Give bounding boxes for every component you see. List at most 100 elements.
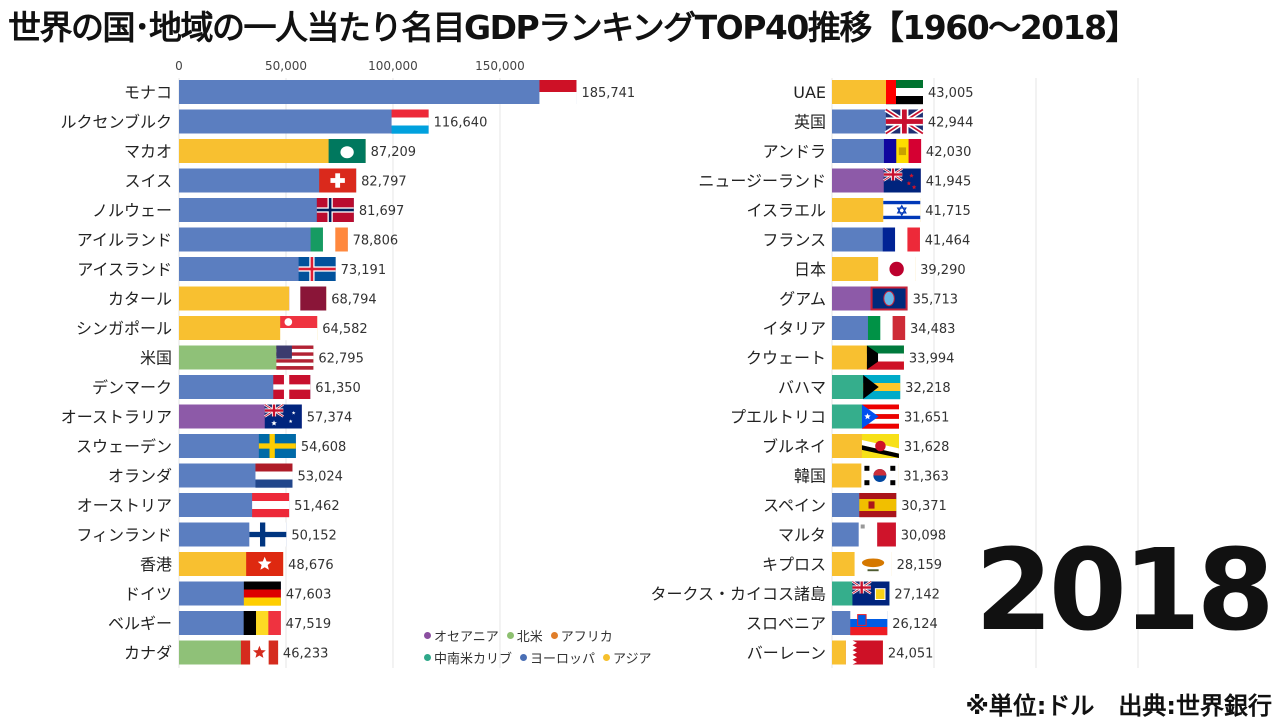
flag-newzealand — [883, 167, 921, 193]
flag-macau — [328, 139, 366, 163]
legend: オセアニア 北米 アフリカ 中南米カリブ ヨーロッパ アジア — [424, 624, 654, 668]
year-label: 2018 — [975, 526, 1275, 656]
bar-row-right-2: アンドラ 42,030 — [763, 139, 971, 163]
left-tick-labels: 0 50,000 100,000 150,000 — [175, 59, 525, 73]
legend-swatch-asia — [603, 653, 611, 661]
value-label: 116,640 — [434, 116, 488, 131]
flag-kuwait — [866, 345, 904, 370]
bar-label: タークス・カイコス諸島 — [650, 585, 826, 604]
bar-row-left-12: スウェーデン 54,608 — [76, 434, 346, 458]
bar — [179, 109, 429, 134]
bar-row-left-15: フィンランド 50,152 — [76, 522, 337, 547]
bar-row-right-17: タークス・カイコス諸島 27,142 — [650, 580, 940, 606]
bar-label: ベルギー — [108, 614, 172, 633]
bar-row-right-15: マルタ 30,098 — [778, 522, 946, 547]
value-label: 43,005 — [928, 86, 974, 101]
value-label: 39,290 — [920, 263, 966, 278]
value-label: 64,582 — [322, 322, 368, 337]
bar-row-left-19: カナダ 46,233 — [124, 640, 329, 665]
legend-swatch-oceania — [424, 631, 431, 639]
legend-label: アジア — [613, 651, 652, 667]
bar-row-left-11: オーストラリア 57,374 — [61, 403, 352, 429]
bar-row-right-7: グアム 35,713 — [779, 286, 958, 311]
flag-iceland — [298, 257, 336, 281]
bar-label: モナコ — [124, 83, 172, 102]
flag-guam — [870, 286, 908, 311]
legend-swatch-north-america — [506, 631, 514, 639]
bar-label: キプロス — [762, 555, 826, 574]
bar-row-right-11: プエルトリコ 31,651 — [730, 404, 949, 429]
bar-label: マカオ — [124, 142, 172, 161]
bar-row-left-9: 米国 62,795 — [140, 345, 364, 370]
bar-label: デンマーク — [92, 378, 172, 397]
bar-label: オーストリア — [77, 496, 172, 515]
bar-row-right-8: イタリア 34,483 — [763, 316, 955, 340]
flag-spain — [859, 493, 897, 518]
bar-label: 米国 — [140, 349, 172, 368]
flag-singapore — [280, 316, 318, 341]
value-label: 73,191 — [341, 263, 387, 278]
bar-row-right-9: クウェート 33,994 — [746, 345, 955, 370]
bar-label: アイルランド — [77, 231, 172, 250]
flag-austria — [252, 493, 290, 518]
value-label: 32,218 — [905, 381, 951, 396]
left-bars: モナコ 185,741 ルクセンブルク 116,640 マカオ 87,209 スイス 82,7… — [60, 80, 635, 665]
bar-label: UAE — [793, 83, 826, 102]
legend-item-asia: アジア — [603, 648, 652, 667]
chart-title: 世界の国･地域の一人当たり名目GDPランキングTOP40推移【1960～2018… — [8, 8, 1139, 47]
flag-italy — [867, 316, 906, 340]
bar-label: ノルウェー — [92, 201, 172, 220]
legend-label: アフリカ — [560, 629, 613, 645]
value-label: 46,233 — [283, 647, 329, 662]
value-label: 41,945 — [926, 175, 972, 190]
bar-row-right-0: UAE 43,005 — [793, 80, 974, 105]
bar-label: ブルネイ — [762, 437, 826, 456]
flag-norway — [316, 198, 354, 222]
bar-row-left-18: ベルギー 47,519 — [108, 611, 331, 635]
bar-row-right-12: ブルネイ 31,628 — [762, 434, 949, 458]
flag-denmark — [273, 375, 311, 399]
bar-row-left-1: ルクセンブルク 116,640 — [60, 109, 488, 134]
value-label: 31,363 — [903, 470, 949, 485]
bar-row-right-16: キプロス 28,159 — [762, 552, 942, 576]
bar-label: スロベニア — [746, 614, 826, 633]
bar-row-left-17: ドイツ 47,603 — [124, 581, 331, 606]
bar-row-right-19: バーレーン 24,051 — [747, 640, 933, 665]
bar-row-left-10: デンマーク 61,350 — [92, 375, 361, 399]
bar-row-right-1: 英国 42,944 — [794, 107, 973, 136]
bar-row-right-14: スペイン 30,371 — [763, 493, 947, 518]
bar-label: ニュージーランド — [698, 172, 826, 191]
bar-label: シンガポール — [76, 319, 172, 338]
value-label: 81,697 — [359, 204, 405, 219]
legend-item-africa: アフリカ — [550, 626, 613, 645]
flag-germany — [243, 581, 281, 606]
value-label: 47,519 — [286, 617, 332, 632]
bar-label: プエルトリコ — [730, 408, 826, 427]
flag-hongkong — [246, 552, 284, 576]
flag-belgium — [243, 611, 281, 635]
bar-row-right-6: 日本 39,290 — [794, 257, 966, 281]
flag-bahamas — [863, 375, 901, 400]
flag-qatar — [289, 286, 327, 311]
value-label: 48,676 — [288, 558, 334, 573]
flag-netherlands — [255, 463, 293, 488]
value-label: 33,994 — [909, 352, 955, 367]
value-label: 185,741 — [581, 86, 635, 101]
bar-row-left-0: モナコ 185,741 — [124, 80, 635, 105]
bar-row-right-5: フランス 41,464 — [762, 227, 970, 252]
value-label: 30,371 — [901, 499, 947, 514]
bar-row-left-2: マカオ 87,209 — [124, 139, 416, 163]
flag-slovenia — [850, 611, 888, 636]
value-label: 87,209 — [371, 145, 417, 160]
bar-label: バハマ — [778, 378, 826, 397]
bar-row-right-13: 韓国 31,363 — [794, 463, 949, 488]
bar-label: フィンランド — [76, 526, 172, 545]
value-label: 61,350 — [315, 381, 361, 396]
value-label: 51,462 — [294, 499, 340, 514]
value-label: 54,608 — [301, 440, 347, 455]
bar-row-left-5: アイルランド 78,806 — [77, 227, 398, 252]
bar-label: ドイツ — [124, 585, 172, 604]
bar-row-left-14: オーストリア 51,462 — [77, 493, 340, 518]
bar-label: フランス — [762, 231, 826, 250]
